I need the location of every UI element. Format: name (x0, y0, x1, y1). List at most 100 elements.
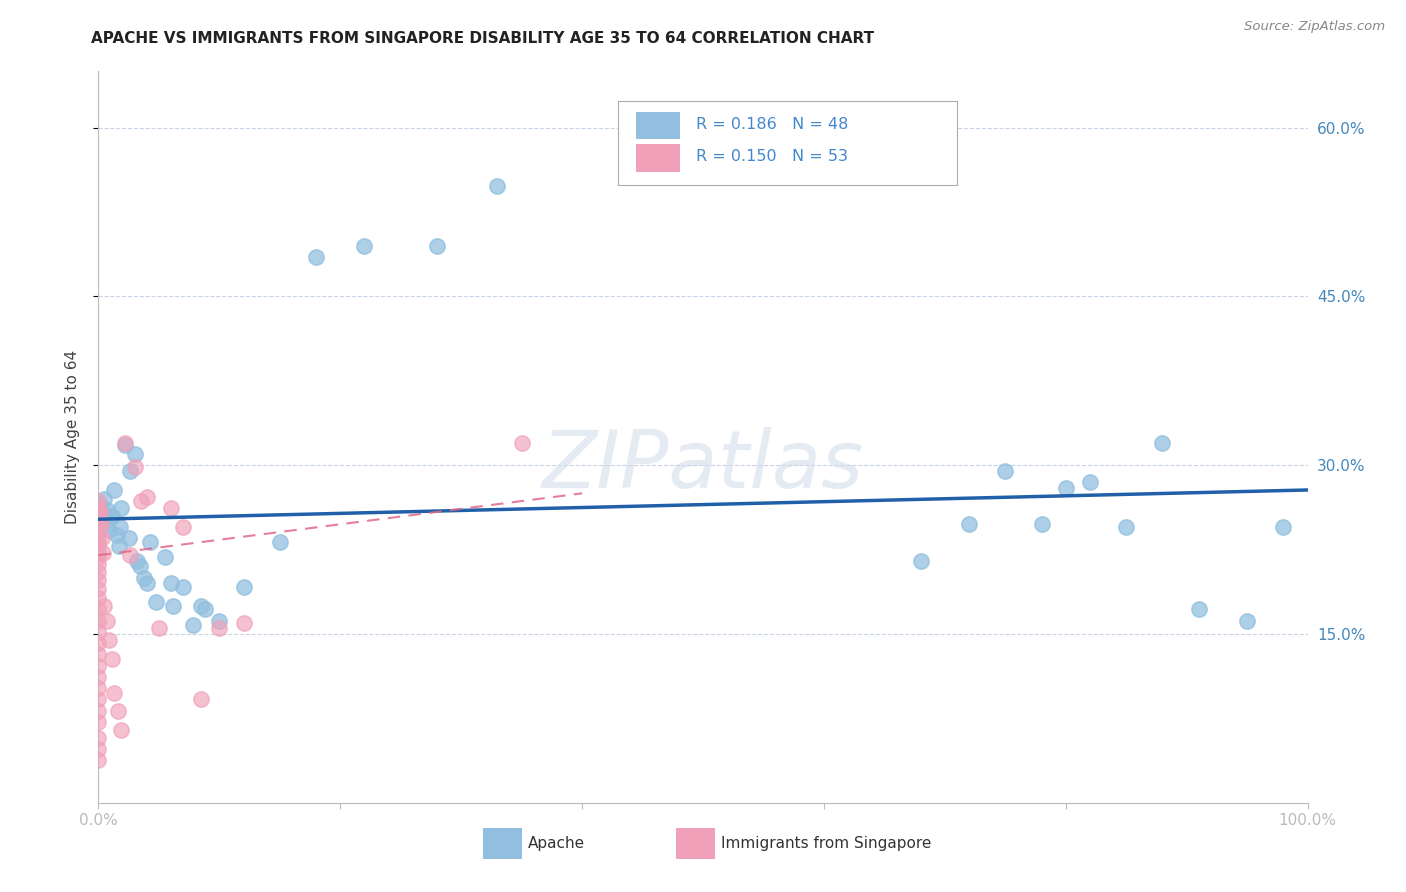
Point (93, 516, 115, 531)
Point (124, 460, 146, 475)
Point (124, 447, 146, 461)
Point (100, 508, 122, 523)
Point (93, 491, 115, 506)
Point (87, 573, 110, 587)
Point (87, 582, 110, 596)
Point (910, 554, 932, 568)
Point (118, 548, 141, 562)
Point (232, 580, 254, 594)
Point (87, 647, 110, 661)
Point (994, 464, 1017, 478)
Point (510, 435, 533, 450)
Point (87, 539, 110, 553)
Point (353, 239, 375, 253)
Point (87, 681, 110, 695)
Text: ZIPatlas: ZIPatlas (541, 427, 865, 506)
Point (108, 520, 131, 534)
Text: Apache: Apache (527, 836, 585, 851)
Point (114, 435, 136, 450)
Point (87, 500, 110, 515)
Point (98, 632, 121, 647)
Point (87, 741, 110, 756)
Point (1031, 516, 1053, 531)
Point (87, 658, 110, 673)
Point (269, 534, 291, 549)
Point (100, 508, 122, 523)
Point (172, 580, 194, 594)
Point (208, 614, 231, 628)
Y-axis label: Disability Age 35 to 64: Disability Age 35 to 64 (65, 350, 80, 524)
Point (190, 599, 212, 613)
Point (208, 621, 231, 635)
Point (103, 685, 125, 699)
Point (87, 546, 110, 560)
Point (87, 516, 110, 531)
Point (114, 438, 136, 452)
Point (110, 500, 132, 515)
Point (87, 558, 110, 572)
Point (91, 532, 114, 546)
Point (172, 520, 194, 534)
Point (145, 595, 167, 609)
Point (1054, 481, 1077, 495)
Point (87, 494, 110, 508)
Point (87, 704, 110, 718)
Point (153, 550, 176, 565)
Point (108, 539, 131, 553)
Point (87, 624, 110, 639)
Point (87, 636, 110, 650)
Point (134, 571, 156, 585)
Text: APACHE VS IMMIGRANTS FROM SINGAPORE DISABILITY AGE 35 TO 64 CORRELATION CHART: APACHE VS IMMIGRANTS FROM SINGAPORE DISA… (91, 31, 875, 46)
Point (957, 516, 980, 531)
Point (89, 506, 111, 520)
Point (232, 615, 254, 630)
Point (105, 528, 128, 542)
Point (103, 483, 125, 497)
Text: Immigrants from Singapore: Immigrants from Singapore (721, 836, 932, 851)
Text: R = 0.150   N = 53: R = 0.150 N = 53 (696, 150, 848, 164)
Point (91, 546, 114, 560)
Point (139, 534, 162, 549)
Point (135, 576, 157, 591)
Point (127, 554, 149, 568)
Point (89, 498, 111, 512)
Point (129, 494, 152, 508)
Point (1188, 602, 1211, 616)
Point (1115, 520, 1137, 534)
Point (107, 704, 129, 718)
Point (87, 670, 110, 684)
Point (305, 250, 328, 264)
Point (100, 652, 122, 666)
Point (160, 576, 183, 591)
Point (87, 528, 110, 542)
Point (486, 179, 509, 194)
Point (118, 464, 141, 478)
Point (118, 532, 141, 546)
Point (96, 503, 118, 517)
Point (87, 506, 110, 520)
Point (1236, 614, 1258, 628)
Point (87, 602, 110, 616)
Point (148, 621, 170, 635)
FancyBboxPatch shape (619, 101, 957, 185)
Point (1152, 435, 1174, 450)
Point (90, 516, 112, 531)
Point (87, 565, 110, 579)
Point (91, 512, 114, 526)
Point (98, 524, 121, 538)
Point (87, 753, 110, 767)
Point (93, 599, 115, 613)
Point (87, 591, 110, 605)
Point (87, 524, 110, 538)
Text: Source: ZipAtlas.com: Source: ZipAtlas.com (1244, 20, 1385, 33)
Point (162, 599, 184, 613)
Point (96, 614, 118, 628)
Text: R = 0.186   N = 48: R = 0.186 N = 48 (696, 117, 848, 132)
Point (87, 550, 110, 565)
Point (87, 692, 110, 706)
Point (87, 731, 110, 745)
Point (194, 602, 217, 616)
Point (87, 714, 110, 729)
Point (87, 534, 110, 549)
Point (87, 512, 110, 526)
